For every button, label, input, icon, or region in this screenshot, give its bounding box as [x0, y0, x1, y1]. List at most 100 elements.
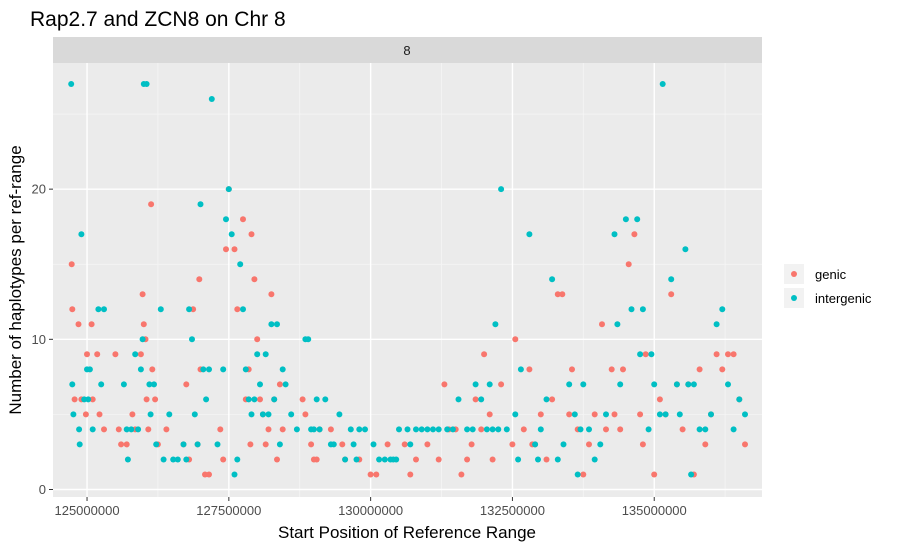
- point-intergenic: [86, 366, 93, 373]
- point-intergenic: [659, 81, 666, 87]
- point-genic: [262, 441, 269, 448]
- point-intergenic: [362, 426, 368, 433]
- point-genic: [498, 381, 505, 388]
- point-genic: [637, 411, 644, 418]
- point-intergenic: [147, 411, 154, 418]
- point-intergenic: [139, 336, 146, 343]
- point-intergenic: [180, 441, 187, 448]
- point-genic: [247, 441, 254, 448]
- point-intergenic: [688, 471, 695, 478]
- point-genic: [96, 411, 103, 418]
- point-intergenic: [101, 306, 107, 313]
- point-genic: [424, 441, 431, 448]
- point-intergenic: [449, 426, 456, 433]
- point-intergenic: [313, 396, 320, 403]
- point-intergenic: [574, 471, 581, 478]
- point-genic: [611, 411, 618, 418]
- point-intergenic: [685, 381, 692, 388]
- point-intergenic: [543, 396, 550, 403]
- point-genic: [559, 291, 566, 298]
- point-intergenic: [407, 441, 414, 448]
- point-genic: [89, 396, 96, 403]
- x-tick-label: 127500000: [196, 503, 261, 518]
- point-genic: [223, 246, 229, 253]
- point-genic: [367, 471, 374, 478]
- point-genic: [580, 471, 587, 478]
- point-intergenic: [634, 216, 641, 223]
- point-intergenic: [549, 276, 556, 283]
- point-intergenic: [648, 351, 655, 358]
- point-intergenic: [532, 441, 539, 448]
- point-intergenic: [611, 231, 618, 238]
- y-tick-label: 0: [39, 482, 46, 497]
- point-intergenic: [234, 456, 241, 463]
- point-intergenic: [512, 411, 519, 418]
- y-tick-label: 20: [32, 182, 46, 197]
- point-intergenic: [356, 426, 363, 433]
- point-intergenic: [146, 381, 153, 388]
- point-intergenic: [220, 366, 227, 373]
- point-intergenic: [78, 231, 85, 238]
- point-genic: [115, 426, 122, 433]
- point-intergenic: [191, 411, 198, 418]
- x-tick-label: 125000000: [54, 503, 119, 518]
- point-genic: [679, 426, 686, 433]
- point-intergenic: [435, 426, 442, 433]
- point-intergenic: [591, 456, 598, 463]
- point-intergenic: [498, 186, 505, 193]
- point-intergenic: [68, 81, 75, 87]
- legend-label-intergenic: intergenic: [815, 291, 872, 306]
- point-intergenic: [124, 456, 131, 463]
- point-genic: [234, 306, 241, 313]
- point-genic: [730, 351, 737, 358]
- legend: genic intergenic: [784, 264, 872, 308]
- point-intergenic: [132, 351, 139, 358]
- point-intergenic: [682, 246, 689, 253]
- point-genic: [268, 291, 275, 298]
- point-genic: [543, 456, 550, 463]
- point-genic: [149, 366, 156, 373]
- facet-strip: [53, 37, 762, 63]
- point-intergenic: [537, 426, 544, 433]
- point-intergenic: [245, 396, 252, 403]
- point-genic: [112, 351, 119, 358]
- point-intergenic: [336, 411, 343, 418]
- point-genic: [206, 471, 212, 478]
- point-genic: [82, 411, 89, 418]
- point-intergenic: [293, 426, 300, 433]
- point-intergenic: [535, 456, 541, 463]
- point-intergenic: [708, 411, 714, 418]
- point-intergenic: [430, 426, 436, 433]
- point-intergenic: [347, 426, 354, 433]
- point-intergenic: [472, 381, 479, 388]
- plot-panel: [53, 63, 762, 497]
- point-intergenic: [305, 336, 312, 343]
- x-axis-title: Start Position of Reference Range: [278, 523, 536, 542]
- point-genic: [196, 276, 203, 283]
- point-intergenic: [225, 186, 232, 193]
- point-intergenic: [492, 321, 499, 328]
- point-genic: [302, 411, 309, 418]
- point-genic: [468, 441, 475, 448]
- point-intergenic: [310, 426, 317, 433]
- x-tick-label: 130000000: [338, 503, 403, 518]
- point-genic: [591, 411, 598, 418]
- point-genic: [129, 411, 136, 418]
- point-intergenic: [242, 366, 249, 373]
- point-genic: [401, 441, 408, 448]
- point-intergenic: [330, 441, 337, 448]
- point-genic: [586, 441, 592, 448]
- point-genic: [472, 396, 479, 403]
- point-genic: [137, 351, 144, 358]
- point-intergenic: [143, 81, 150, 87]
- point-intergenic: [189, 336, 195, 343]
- y-tick-label: 10: [32, 332, 46, 347]
- point-intergenic: [651, 381, 658, 388]
- point-genic: [69, 306, 76, 313]
- point-intergenic: [597, 441, 604, 448]
- point-genic: [554, 291, 561, 298]
- y-axis-title: Number of haplotypes per ref-range: [6, 145, 25, 414]
- point-intergenic: [628, 306, 635, 313]
- point-genic: [265, 426, 272, 433]
- point-intergenic: [214, 441, 221, 448]
